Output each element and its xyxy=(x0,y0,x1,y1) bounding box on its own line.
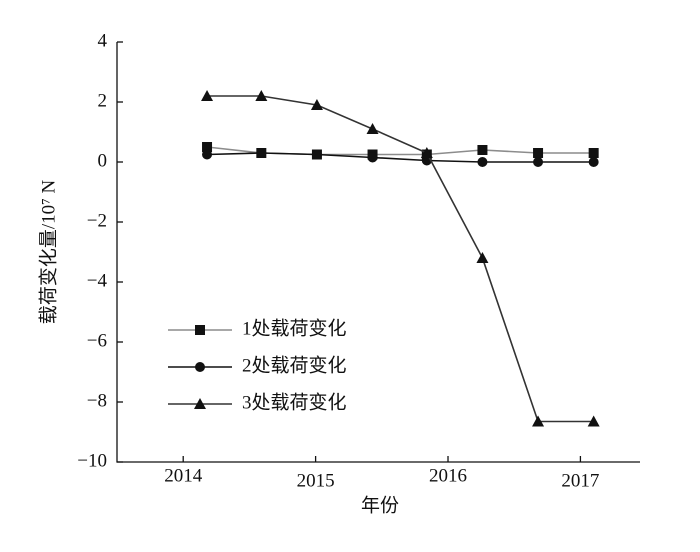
point xyxy=(477,145,488,155)
y-tick-label: −10 xyxy=(77,450,107,471)
x-tick-label: 2015 xyxy=(297,470,335,491)
point xyxy=(533,148,544,158)
y-tick-label: −2 xyxy=(87,210,107,231)
point xyxy=(476,252,489,263)
y-tick-label: 4 xyxy=(98,30,108,51)
point xyxy=(366,123,379,134)
legend-marker xyxy=(194,398,206,409)
point xyxy=(202,142,213,152)
point xyxy=(587,415,600,427)
x-tick-label: 2014 xyxy=(164,465,203,486)
y-tick-label: −8 xyxy=(87,390,107,411)
point xyxy=(201,90,214,101)
point xyxy=(477,157,488,167)
series-line xyxy=(207,95,594,423)
y-tick-label: −4 xyxy=(87,270,108,291)
x-tick-label: 2017 xyxy=(561,470,599,491)
point xyxy=(420,147,433,158)
point xyxy=(310,99,323,110)
point xyxy=(588,148,599,158)
x-tick-label: 2016 xyxy=(429,465,467,486)
y-axis-label: 载荷变化量/10⁷ N xyxy=(37,180,59,325)
axes xyxy=(116,42,640,463)
series-line xyxy=(207,152,594,163)
point xyxy=(202,149,213,160)
point xyxy=(588,157,599,167)
point xyxy=(367,152,378,163)
legend-marker xyxy=(195,325,205,335)
legend-marker xyxy=(195,362,205,372)
point xyxy=(532,415,545,427)
point xyxy=(533,157,544,167)
legend-label: 1处载荷变化 xyxy=(242,317,347,339)
y-tick-label: −6 xyxy=(87,330,107,351)
point xyxy=(255,90,268,101)
y-tick-label: 2 xyxy=(98,90,108,111)
x-axis-label: 年份 xyxy=(361,494,399,516)
legend-label: 3处载荷变化 xyxy=(242,391,347,413)
point xyxy=(311,149,322,160)
y-tick-label: 0 xyxy=(98,150,108,171)
legend-label: 2处载荷变化 xyxy=(242,354,347,376)
point xyxy=(256,148,267,158)
